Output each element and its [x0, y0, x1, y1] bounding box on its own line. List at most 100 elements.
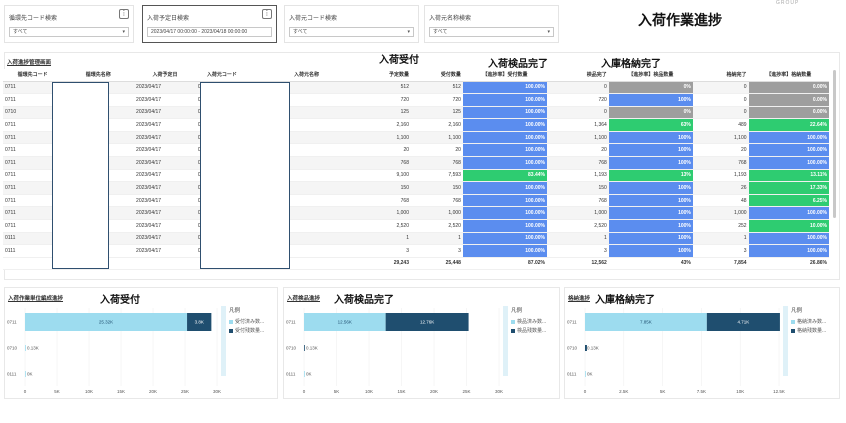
table-cell: 100%	[608, 181, 693, 195]
table-cell: 2023/04/17	[134, 118, 196, 132]
column-header[interactable]: 入荷予定日	[134, 69, 196, 82]
table-row[interactable]: 07112023/04/170000002165768768100.00%768…	[3, 156, 829, 170]
bar-segment[interactable]	[385, 313, 469, 331]
bar-value-label: 12.56K	[338, 320, 352, 325]
filter-menu-button[interactable]: ⋮	[119, 9, 129, 19]
masked-source-name	[200, 82, 290, 269]
legend-item[interactable]: 格納済み数...	[791, 318, 826, 325]
table-cell: 1	[692, 232, 749, 246]
legend-item[interactable]: 検品残数量...	[511, 327, 546, 334]
x-tick-label: 7.5K	[697, 389, 706, 394]
table-row[interactable]: 01112023/04/17000000001311100.00%1100%11…	[3, 232, 829, 246]
x-tick-label: 5K	[660, 389, 666, 394]
column-header[interactable]: 【進捗率】受付数量	[462, 69, 547, 82]
table-cell: 1,193	[547, 169, 609, 183]
legend-item[interactable]: 受付残数量...	[229, 327, 264, 334]
table-cell: 7,593	[411, 169, 463, 183]
table-row[interactable]: 07112023/04/1700000046801,0001,000100.00…	[3, 206, 829, 221]
total-cell: 29,243	[365, 256, 411, 270]
legend-title: 凡例	[511, 308, 523, 314]
legend-item[interactable]: 受付済み数...	[229, 318, 264, 325]
table-cell: 512	[365, 81, 411, 95]
table-row[interactable]: 07112023/04/1700000015201,1001,100100.00…	[3, 131, 829, 145]
table-cell: 1,000	[692, 206, 749, 221]
column-header[interactable]: 予定数量	[365, 69, 411, 82]
table-row[interactable]: 07112023/04/1700000625772,1602,160100.00…	[3, 118, 829, 132]
table-row[interactable]: 07112023/04/170000002170768768100.00%768…	[3, 194, 829, 208]
legend-swatch	[791, 328, 795, 333]
table-cell: 63%	[608, 118, 693, 132]
column-header[interactable]: 入荷元コード	[195, 69, 248, 82]
column-header[interactable]: 【進捗率】格納数量	[748, 69, 829, 82]
bar-segment[interactable]	[706, 313, 780, 331]
table-cell: 1	[411, 232, 463, 246]
table-scrollbar[interactable]	[833, 70, 836, 218]
total-cell: 7,854	[692, 256, 749, 270]
table-row[interactable]: 07102023/04/17000000000N125125100.00%00%…	[3, 106, 829, 120]
table-row[interactable]: 07112023/04/170000062136512512100.00%00%…	[3, 81, 829, 95]
table-cell: 2023/04/17	[134, 194, 196, 208]
bar-segment[interactable]	[304, 313, 386, 331]
y-category-label: 0111	[286, 372, 296, 377]
x-tick-label: 30K	[213, 389, 221, 394]
bar-segment[interactable]	[585, 345, 587, 351]
table-cell: 3	[692, 244, 749, 258]
column-header[interactable]: 循環先コード	[3, 69, 63, 82]
table-cell: 0711	[3, 81, 63, 95]
table-cell: 0.00%	[748, 106, 829, 120]
chart-panel: 入荷作業単位編成進捗 入荷受付 0 5K 10K 15K 20K 25K 30K 0711 25.3…	[4, 287, 278, 399]
bar-segment[interactable]	[585, 371, 586, 377]
table-cell: 20	[365, 143, 411, 158]
table-row[interactable]: 07112023/04/1700000014572,5202,520100.00…	[3, 219, 829, 233]
table-cell: 100%	[608, 219, 693, 233]
total-cell: 26.86%	[748, 256, 829, 270]
bar-segment[interactable]	[304, 371, 305, 377]
x-tick-label: 0	[303, 389, 306, 394]
column-header[interactable]: 循環先名称	[62, 69, 135, 82]
table-row[interactable]: 07112023/04/1700000712319,1007,59383.44%…	[3, 169, 829, 183]
table-cell: 0711	[3, 206, 63, 221]
bar-segment[interactable]	[25, 313, 188, 331]
bar-segment[interactable]	[304, 345, 305, 351]
bar-segment[interactable]	[25, 345, 26, 351]
table-row[interactable]: 07112023/04/170000043567150150100.00%150…	[3, 181, 829, 195]
bar-segment[interactable]	[25, 371, 26, 377]
section-label-receipt: 入荷受付	[379, 55, 419, 66]
column-header[interactable]: 格納完了	[692, 69, 749, 82]
table-cell: 768	[411, 194, 463, 208]
filter-select[interactable]: すべて ▾	[429, 27, 554, 37]
column-header[interactable]: 入荷元名称	[247, 69, 366, 82]
filter-select[interactable]: すべて ▾	[289, 27, 414, 37]
table-cell: 100.00%	[462, 206, 547, 221]
table-cell: 3	[547, 244, 609, 258]
totals-row: 29,243 25,448 87.02% 12,562 43% 7,854 26.86%	[3, 256, 829, 270]
column-header[interactable]: 検品完了	[547, 69, 609, 82]
column-header[interactable]: 受付数量	[411, 69, 463, 82]
table-row[interactable]: 01112023/04/17000002472733100.00%3100%31…	[3, 244, 829, 258]
table-cell: 1,100	[411, 131, 463, 145]
table-cell: 1,100	[692, 131, 749, 145]
bar-segment[interactable]	[585, 313, 707, 331]
table-cell: 100%	[608, 156, 693, 170]
table-cell: 252	[692, 219, 749, 233]
y-category-label: 0711	[7, 320, 17, 325]
y-category-label: 0710	[7, 346, 18, 351]
table-row[interactable]: 07112023/04/170000063292720720100.00%720…	[3, 93, 829, 107]
filter-menu-button[interactable]: ⋮	[262, 9, 272, 19]
column-header[interactable]: 【進捗率】検品数量	[608, 69, 693, 82]
table-cell: 100%	[608, 93, 693, 107]
chart-big-label: 入荷検品完了	[334, 295, 394, 306]
bar-segment[interactable]	[187, 313, 212, 331]
table-cell: 100.00%	[462, 106, 547, 120]
legend-item[interactable]: 検品済み数...	[511, 318, 546, 325]
table-cell: 768	[547, 194, 609, 208]
table-row[interactable]: 07112023/04/1700000540182020100.00%20100…	[3, 143, 829, 158]
legend-item[interactable]: 格納残数量...	[791, 327, 826, 334]
table-cell: 22.64%	[748, 118, 829, 132]
x-tick-label: 5K	[334, 389, 340, 394]
filter-select[interactable]: すべて ▾	[9, 27, 129, 37]
table-cell: 768	[411, 156, 463, 170]
bar-value-label: 0.13K	[587, 346, 599, 351]
date-range-input[interactable]: 2023/04/17 00:00:00 - 2023/04/18 00:00:0…	[147, 27, 272, 37]
table-cell: 20	[411, 143, 463, 158]
